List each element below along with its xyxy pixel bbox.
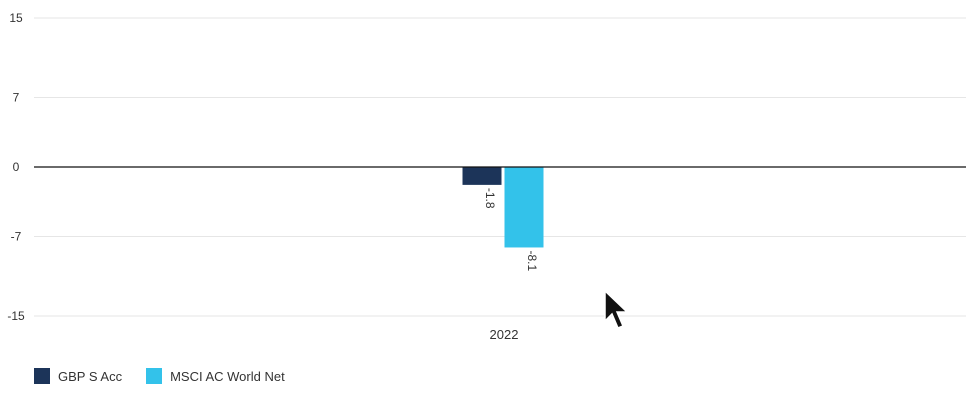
y-tick-label-1: 7 xyxy=(13,90,20,104)
y-tick-label-3: -7 xyxy=(11,230,22,244)
legend-label-gbp-s-acc: GBP S Acc xyxy=(58,368,123,384)
legend-swatch-gbp-s-acc xyxy=(34,368,50,384)
data-label-1: -8.1 xyxy=(525,250,539,271)
bar-0 xyxy=(462,167,502,185)
mouse-pointer-icon xyxy=(604,289,630,335)
y-tick-label-4: -15 xyxy=(7,309,25,323)
y-tick-label-0: 15 xyxy=(9,11,23,25)
legend-item-gbp-s-acc[interactable]: GBP S Acc xyxy=(34,368,122,384)
x-tick-label-0: 2022 xyxy=(490,327,519,342)
bar-1 xyxy=(504,167,544,248)
legend-swatch-msci-ac-world-net xyxy=(146,368,163,384)
data-label-0: -1.8 xyxy=(483,188,497,209)
chart-legend: GBP S Acc MSCI AC World Net xyxy=(34,368,309,384)
legend-label-msci-ac-world-net: MSCI AC World Net xyxy=(170,368,285,384)
legend-item-msci-ac-world-net[interactable]: MSCI AC World Net xyxy=(146,368,285,384)
y-tick-label-2: 0 xyxy=(13,160,20,174)
